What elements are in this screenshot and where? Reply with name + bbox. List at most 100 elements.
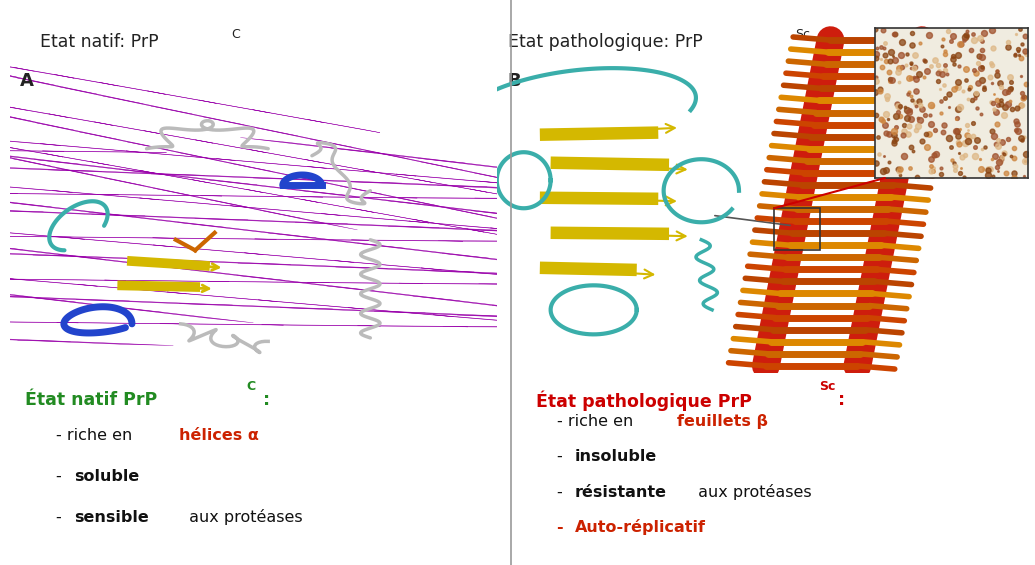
Point [885,133,901,142]
Point [959,125,976,134]
Point [1012,71,1029,80]
Point [949,51,966,60]
Polygon shape [54,75,118,86]
Polygon shape [260,210,357,230]
Point [1013,40,1030,49]
Point [941,102,957,111]
Point [907,64,923,73]
Point [993,95,1009,105]
Point [878,166,894,175]
Point [939,69,955,79]
Polygon shape [304,159,377,172]
Polygon shape [420,162,516,181]
Polygon shape [527,184,617,202]
Polygon shape [119,170,257,185]
Point [993,82,1009,92]
Point [916,72,933,81]
Point [953,152,970,161]
Polygon shape [40,144,146,153]
Point [988,66,1005,75]
Point [900,108,917,117]
Point [911,97,927,106]
Point [1015,132,1032,141]
Polygon shape [65,237,173,247]
Polygon shape [433,315,532,323]
Polygon shape [787,281,829,289]
Polygon shape [52,190,159,200]
Point [968,89,984,98]
Point [889,107,906,116]
Point [911,69,927,79]
Polygon shape [578,327,657,333]
Polygon shape [301,199,374,212]
Point [951,40,968,49]
Polygon shape [167,292,277,302]
Polygon shape [375,311,506,316]
Text: insoluble: insoluble [575,449,657,464]
Point [940,26,956,35]
Polygon shape [3,279,126,281]
Point [974,144,990,153]
Point [884,76,900,85]
Polygon shape [764,240,811,249]
Polygon shape [357,244,489,258]
Polygon shape [605,194,659,197]
Point [934,69,950,78]
Point [879,95,895,104]
Point [989,141,1006,150]
Polygon shape [571,177,675,188]
Text: C: C [232,28,240,41]
Polygon shape [350,182,487,187]
Polygon shape [728,275,778,284]
Point [945,31,962,40]
Polygon shape [690,331,735,337]
Polygon shape [146,265,285,280]
Polygon shape [511,241,597,242]
Polygon shape [0,63,18,77]
Point [984,25,1001,34]
Polygon shape [443,326,541,327]
Point [924,164,941,173]
Polygon shape [555,188,643,195]
Point [1009,44,1026,53]
Polygon shape [237,276,375,291]
Polygon shape [588,197,650,199]
Polygon shape [0,184,72,193]
Polygon shape [671,333,726,337]
Polygon shape [776,282,818,290]
Point [886,136,903,145]
Point [910,122,926,131]
Point [959,121,976,130]
Point [992,157,1008,166]
Point [876,44,892,53]
Text: A: A [20,72,34,90]
Point [986,132,1003,141]
Polygon shape [144,131,213,143]
Point [933,170,949,179]
Polygon shape [0,321,79,323]
Point [921,111,938,120]
Polygon shape [208,281,330,283]
Polygon shape [0,61,34,71]
Polygon shape [258,300,367,310]
Polygon shape [599,240,682,257]
Point [873,55,889,64]
Polygon shape [568,247,634,259]
Polygon shape [140,170,209,183]
Point [899,129,916,138]
Point [974,53,990,62]
Polygon shape [501,275,594,282]
Point [882,56,898,66]
Point [896,127,913,136]
Point [898,60,915,69]
Polygon shape [0,143,11,158]
Polygon shape [694,269,750,279]
Polygon shape [334,260,442,270]
Polygon shape [341,186,438,206]
Point [896,151,913,160]
Point [923,154,940,163]
Point [952,163,969,172]
Point [935,42,951,51]
Point [950,149,967,158]
Point [879,92,895,101]
